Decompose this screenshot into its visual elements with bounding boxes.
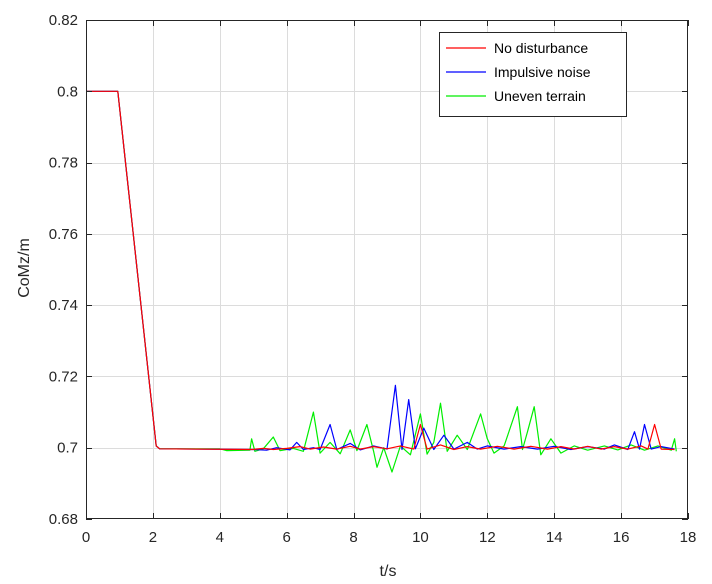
plot-frame xyxy=(86,20,688,519)
x-tick-label: 6 xyxy=(282,529,290,546)
series-line-impulsive-noise xyxy=(86,90,675,451)
legend: No disturbance Impulsive noise Uneven terr… xyxy=(439,32,627,117)
x-tick-label: 0 xyxy=(82,529,90,546)
series-line-no-disturbance xyxy=(86,90,675,451)
y-tick-label: 0.74 xyxy=(49,297,78,314)
y-tick-label: 0.68 xyxy=(49,511,78,528)
y-tick-label: 0.8 xyxy=(57,83,78,100)
x-axis-title: t/s xyxy=(380,563,397,580)
legend-box xyxy=(439,32,627,117)
x-tick-label: 16 xyxy=(613,529,630,546)
y-tick-label: 0.76 xyxy=(49,226,78,243)
series-layer xyxy=(86,90,677,473)
y-tick-label: 0.82 xyxy=(49,12,78,29)
x-tick-label: 8 xyxy=(349,529,357,546)
legend-label-no-disturbance: No disturbance xyxy=(494,40,588,56)
x-tick-label: 4 xyxy=(216,529,224,546)
x-tick-label: 10 xyxy=(412,529,429,546)
x-tick-label: 18 xyxy=(680,529,697,546)
x-tick-labels: 0 2 4 6 8 10 12 14 16 18 xyxy=(82,529,697,546)
legend-label-impulsive-noise: Impulsive noise xyxy=(494,64,591,80)
y-tick-label: 0.7 xyxy=(57,440,78,457)
y-axis-title: CoMz/m xyxy=(16,238,33,298)
x-tick-label: 14 xyxy=(546,529,563,546)
x-tick-label: 2 xyxy=(149,529,157,546)
y-tick-label: 0.78 xyxy=(49,155,78,172)
axis-ticks xyxy=(86,20,689,520)
x-tick-label: 12 xyxy=(479,529,496,546)
y-tick-label: 0.72 xyxy=(49,368,78,385)
legend-label-uneven-terrain: Uneven terrain xyxy=(494,88,586,104)
y-tick-labels: 0.68 0.7 0.72 0.74 0.76 0.78 0.8 0.82 xyxy=(49,12,78,528)
